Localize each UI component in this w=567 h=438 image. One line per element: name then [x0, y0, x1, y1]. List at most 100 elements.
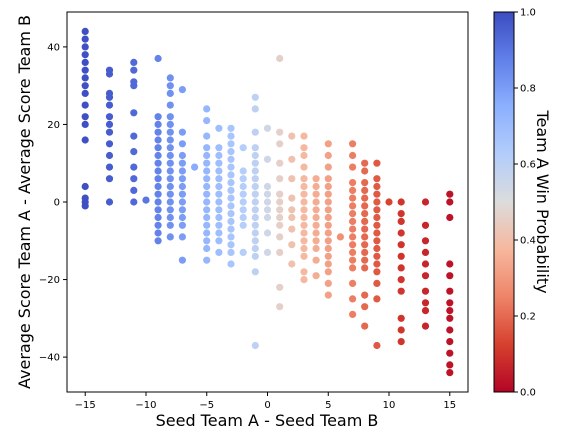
data-point [154, 237, 162, 245]
data-point [166, 206, 174, 214]
data-point [361, 256, 369, 264]
data-point [446, 307, 454, 315]
data-point [227, 225, 235, 233]
data-point [263, 213, 272, 222]
data-point [239, 221, 247, 229]
data-point [154, 167, 162, 175]
data-point [203, 175, 211, 183]
data-point [178, 190, 186, 198]
data-point [81, 51, 89, 59]
data-point [227, 233, 235, 241]
data-point [239, 182, 247, 191]
data-point [324, 213, 332, 222]
data-point [215, 190, 223, 198]
data-point [276, 283, 284, 291]
data-point [203, 237, 211, 245]
data-point [324, 140, 332, 148]
y-axis-ticks: −40 −20 0 20 40 [39, 42, 67, 364]
data-point [324, 151, 332, 160]
data-point [300, 237, 308, 245]
data-point [215, 206, 223, 214]
data-point [154, 190, 162, 198]
data-point [446, 287, 454, 295]
data-point [105, 163, 114, 171]
data-point [203, 167, 211, 175]
data-point [446, 361, 454, 369]
data-point [239, 248, 247, 256]
data-point [349, 179, 357, 187]
data-point [227, 217, 235, 225]
data-point [166, 82, 174, 90]
data-point [215, 221, 223, 229]
data-point [130, 186, 138, 194]
colorbar [493, 11, 515, 393]
data-point [324, 221, 332, 229]
colorbar-ticks: 0.0 0.2 0.4 0.6 0.8 1.0 [514, 8, 536, 399]
data-point [215, 198, 223, 206]
data-point [105, 151, 114, 160]
data-point [288, 175, 296, 183]
data-point [349, 151, 357, 160]
data-point [421, 299, 430, 307]
data-point [373, 244, 381, 253]
data-point [166, 89, 174, 97]
data-point [130, 148, 138, 156]
data-point [361, 167, 369, 175]
data-point [312, 190, 320, 198]
data-point [154, 159, 162, 167]
data-point [166, 113, 174, 121]
data-point [203, 221, 211, 229]
data-point [154, 54, 162, 63]
data-point [105, 198, 114, 206]
data-point [312, 221, 320, 229]
data-point [251, 93, 259, 101]
data-point [373, 198, 381, 206]
data-point [263, 248, 272, 256]
data-point [203, 198, 211, 206]
data-point [300, 244, 308, 253]
data-point [154, 120, 162, 128]
data-point [215, 237, 223, 245]
data-point [361, 241, 369, 249]
data-point [312, 244, 320, 253]
data-point [336, 233, 344, 241]
data-point [263, 206, 272, 214]
data-point [373, 341, 381, 350]
data-point [276, 248, 284, 256]
data-point [324, 198, 332, 206]
data-point [227, 210, 235, 218]
data-point [81, 74, 89, 82]
data-point [361, 210, 369, 218]
data-point [276, 54, 284, 63]
data-point [361, 248, 369, 256]
data-point [446, 326, 454, 334]
x-tick-label: 10 [383, 400, 396, 411]
colorbar-tick-label: 0.6 [520, 160, 536, 171]
data-point [105, 101, 114, 109]
data-point [361, 194, 369, 202]
colorbar-tick-label: 0.8 [520, 84, 536, 95]
data-point [349, 140, 357, 148]
data-point [288, 132, 296, 140]
data-point [105, 93, 114, 101]
data-point [215, 175, 223, 183]
data-point [166, 221, 174, 229]
data-point [276, 221, 284, 229]
data-point [81, 89, 89, 97]
data-point [81, 120, 89, 128]
data-point [276, 175, 284, 183]
data-point [349, 186, 357, 194]
data-point [421, 287, 430, 295]
data-point [239, 144, 247, 152]
data-point [385, 198, 393, 206]
x-tick-label: −15 [75, 400, 96, 411]
data-point [324, 244, 332, 253]
data-point [239, 206, 247, 214]
data-point [397, 287, 405, 295]
data-point [288, 155, 296, 163]
data-point [300, 182, 308, 191]
data-point [130, 66, 138, 74]
data-point [349, 241, 357, 249]
data-point [227, 241, 235, 249]
data-point [227, 140, 235, 148]
